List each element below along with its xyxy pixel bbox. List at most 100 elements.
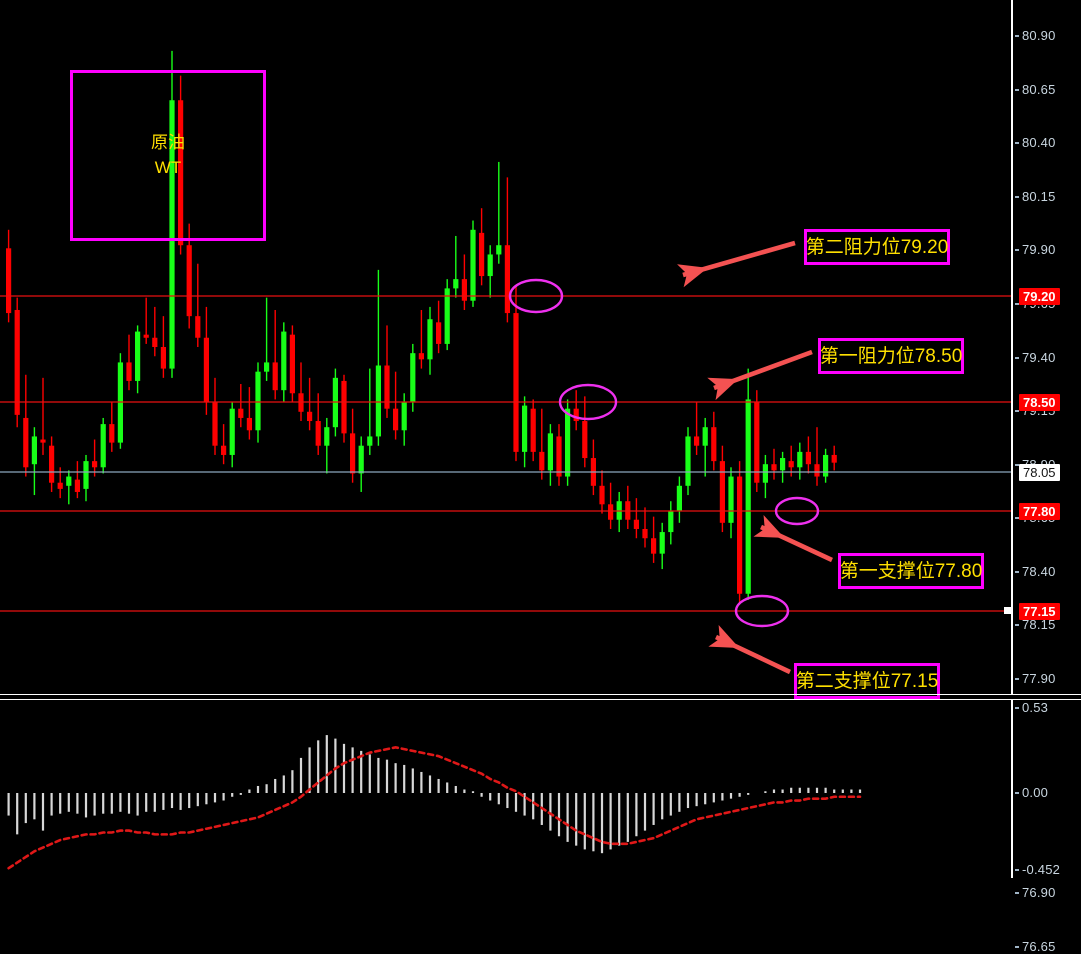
candle-body	[513, 313, 519, 452]
candle-body	[393, 408, 399, 431]
macd-axis-tick-label: 0.00	[1022, 785, 1049, 800]
candle-body	[100, 424, 106, 468]
candle-body	[92, 461, 98, 468]
candle-body	[384, 365, 390, 409]
price-axis-value-tag[interactable]: 78.50	[1019, 394, 1060, 411]
price-axis-tick-label: 80.15	[1022, 189, 1056, 204]
candle-body	[599, 485, 605, 505]
tick-dash-icon	[1015, 464, 1019, 466]
level-drag-handle[interactable]	[1004, 607, 1011, 614]
price-axis-tick-label: 77.90	[1022, 671, 1056, 686]
annotation-arrow	[707, 349, 813, 401]
candle-body	[762, 464, 768, 483]
highlight-ellipse-touch-77-80[interactable]	[774, 496, 820, 526]
candle-body	[496, 245, 502, 255]
candle-body	[23, 417, 29, 468]
candle-body	[582, 421, 588, 459]
candle-body	[719, 461, 725, 523]
note-s2[interactable]: 第二支撑位77.15	[794, 663, 940, 699]
candle-body	[341, 380, 347, 434]
candle-body	[444, 288, 450, 344]
candle-body	[608, 504, 614, 520]
candle-body	[186, 245, 192, 317]
candle-body	[49, 445, 55, 483]
note-r1[interactable]: 第一阻力位78.50	[818, 338, 964, 374]
tick-dash-icon	[1015, 196, 1019, 198]
annotation-arrows	[677, 240, 833, 675]
candle-body	[212, 402, 218, 446]
candle-body	[565, 408, 571, 477]
candle-body	[358, 445, 364, 474]
candle-body	[401, 402, 407, 431]
price-axis-value-tag[interactable]: 79.20	[1019, 288, 1060, 305]
price-axis-value-tag[interactable]: 77.80	[1019, 503, 1060, 520]
candle-body	[737, 476, 743, 594]
candle-body	[479, 232, 485, 277]
candle-body	[281, 331, 287, 391]
candle-body	[31, 436, 37, 465]
price-axis-tick-label: 80.65	[1022, 82, 1056, 97]
tick-dash-icon	[1015, 869, 1019, 871]
candle-body	[221, 445, 227, 455]
candle-body	[178, 100, 184, 246]
candle-body	[436, 322, 442, 344]
tick-dash-icon	[1015, 571, 1019, 573]
tick-dash-icon	[1015, 303, 1019, 305]
macd-canvas	[7, 735, 862, 870]
candle-body	[160, 347, 166, 369]
macd-panel[interactable]	[0, 700, 1011, 878]
candle-body	[307, 411, 313, 422]
candle-body	[126, 362, 132, 381]
candle-body	[375, 365, 381, 437]
candle-body	[195, 316, 201, 338]
price-axis-value-tag[interactable]: 77.15	[1019, 603, 1060, 620]
highlight-ellipse-touch-79-20[interactable]	[508, 278, 564, 314]
candle-body	[694, 436, 700, 446]
panel-divider-bottom	[0, 699, 1081, 700]
tick-dash-icon	[1015, 35, 1019, 37]
note-s1[interactable]: 第一支撑位77.80	[838, 553, 984, 589]
price-axis-tick-label: 78.40	[1022, 564, 1056, 579]
tick-dash-icon	[1015, 249, 1019, 251]
candle-body	[453, 279, 459, 289]
note-r2[interactable]: 第二阻力位79.20	[804, 229, 950, 265]
candle-body	[530, 408, 536, 452]
candle-body	[350, 433, 356, 474]
candle-body	[40, 439, 46, 443]
price-axis-value-tag[interactable]: 78.05	[1019, 464, 1060, 481]
tick-dash-icon	[1015, 892, 1019, 894]
candle-body	[676, 485, 682, 511]
candle-body	[367, 436, 373, 446]
highlight-ellipse-touch-78-50[interactable]	[558, 383, 618, 421]
price-axis-tick-label: 76.65	[1022, 939, 1056, 954]
candle-body	[711, 427, 717, 462]
tick-dash-icon	[1015, 410, 1019, 412]
price-axis-tick-label: 79.40	[1022, 350, 1056, 365]
candle-body	[109, 424, 115, 443]
macd-axis-tick-label: -0.452	[1022, 862, 1061, 877]
candle-body	[418, 353, 424, 360]
candle-body	[324, 427, 330, 446]
candle-body	[788, 461, 794, 468]
macd-signal-line	[7, 746, 862, 870]
candle-body	[668, 510, 674, 533]
candle-body	[487, 254, 493, 277]
highlight-ellipse-touch-77-15[interactable]	[734, 594, 790, 628]
candle-body	[754, 402, 760, 483]
tick-dash-icon	[1015, 517, 1019, 519]
candle-body	[745, 399, 751, 594]
candle-body	[264, 362, 270, 372]
candle-body	[14, 309, 20, 415]
price-axis[interactable]: 80.9080.6580.4080.1579.9079.6579.4079.15…	[1011, 0, 1081, 954]
candle-body	[651, 538, 657, 554]
candle-body	[573, 408, 579, 422]
tick-dash-icon	[1015, 624, 1019, 626]
candle-body	[315, 421, 321, 446]
candle-body	[135, 331, 141, 381]
candle-body	[143, 334, 149, 338]
candle-body	[272, 362, 278, 391]
macd-axis[interactable]: 0.53 0.00 -0.452	[1011, 700, 1081, 878]
tick-dash-icon	[1015, 142, 1019, 144]
candle-body	[642, 528, 648, 539]
